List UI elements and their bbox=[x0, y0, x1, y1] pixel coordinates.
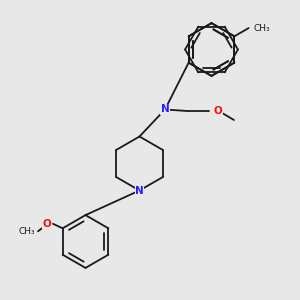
Text: N: N bbox=[135, 185, 144, 196]
Text: CH₃: CH₃ bbox=[253, 24, 270, 32]
Text: O: O bbox=[214, 106, 222, 116]
Text: N: N bbox=[160, 104, 169, 115]
Text: CH₃: CH₃ bbox=[18, 227, 35, 236]
Text: O: O bbox=[43, 219, 52, 229]
